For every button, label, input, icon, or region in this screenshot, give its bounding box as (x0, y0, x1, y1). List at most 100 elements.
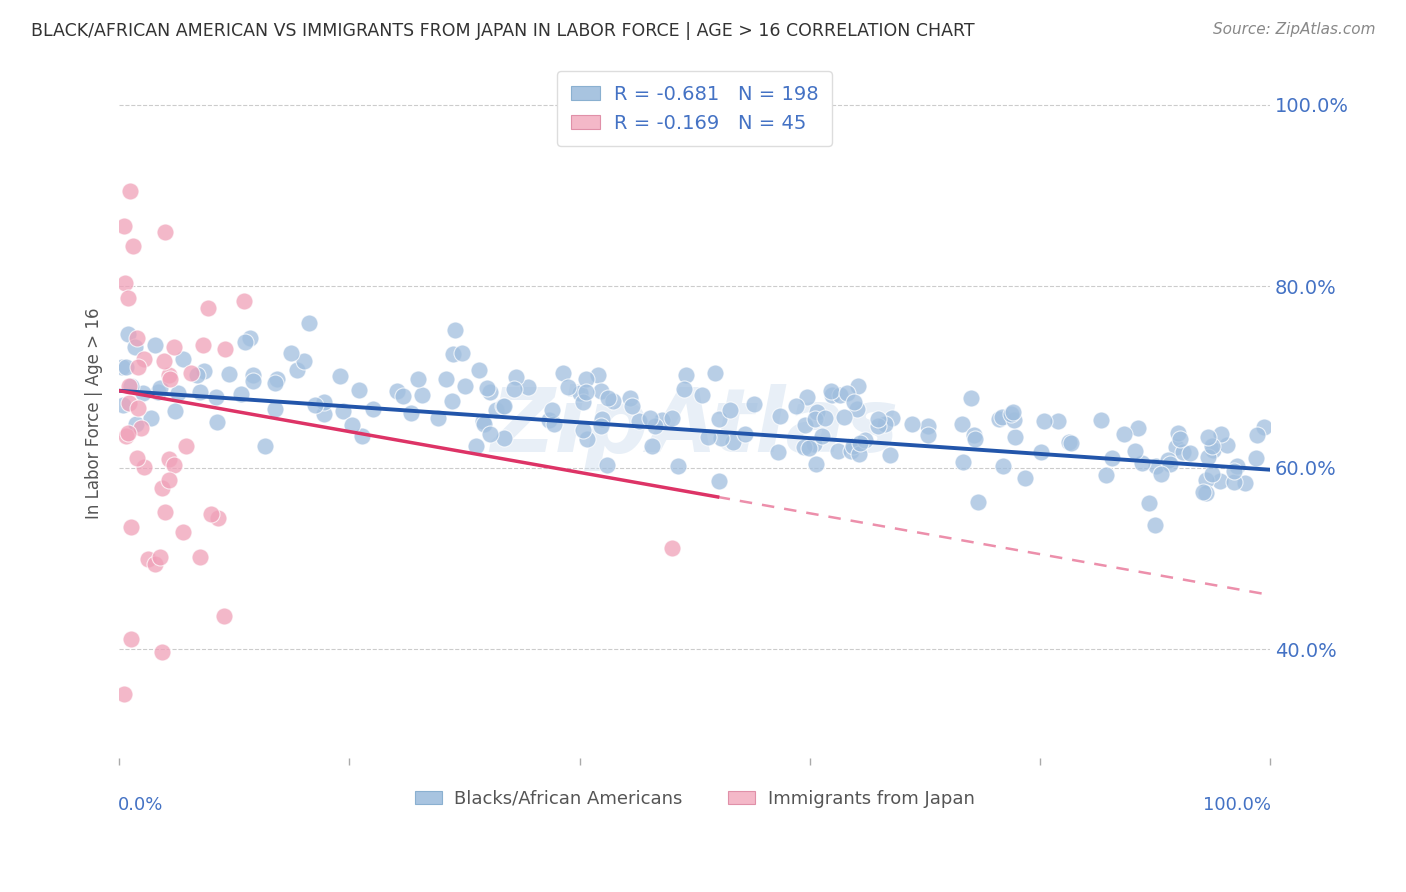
Point (848, 447, 870, 461)
Point (494, 432, 516, 446)
Point (115, 429, 138, 443)
Point (112, 398, 135, 412)
Point (959, 391, 981, 405)
Point (811, 429, 834, 443)
Point (229, 387, 252, 401)
Point (673, 382, 696, 396)
Point (1197, 430, 1219, 444)
Point (991, 409, 1014, 424)
Point (143, 558, 166, 572)
Text: 100.0%: 100.0% (1204, 797, 1271, 814)
Y-axis label: In Labor Force | Age > 16: In Labor Force | Age > 16 (86, 308, 103, 519)
Point (134, 352, 156, 367)
Point (193, 364, 215, 378)
Point (1114, 427, 1136, 442)
Point (543, 417, 565, 432)
Point (329, 368, 352, 383)
Point (650, 413, 672, 427)
Point (1202, 442, 1225, 457)
Point (844, 395, 866, 409)
Point (1159, 458, 1181, 472)
Point (188, 385, 211, 400)
Point (1144, 458, 1167, 473)
Point (188, 550, 211, 565)
Point (292, 353, 315, 368)
Point (253, 439, 276, 453)
Point (1180, 445, 1202, 459)
Point (505, 370, 527, 384)
Point (117, 425, 139, 440)
Point (121, 239, 143, 253)
Point (207, 511, 229, 525)
Point (118, 395, 141, 409)
Point (441, 394, 464, 409)
Point (297, 316, 319, 330)
Point (704, 366, 727, 380)
Point (492, 400, 515, 414)
Point (873, 417, 896, 432)
Point (1246, 427, 1268, 442)
Point (157, 368, 180, 382)
Point (159, 372, 181, 386)
Point (1047, 415, 1070, 429)
Point (1171, 445, 1194, 459)
Point (263, 401, 285, 416)
Point (1195, 473, 1218, 487)
Text: BLACK/AFRICAN AMERICAN VS IMMIGRANTS FROM JAPAN IN LABOR FORCE | AGE > 16 CORREL: BLACK/AFRICAN AMERICAN VS IMMIGRANTS FRO… (31, 22, 974, 40)
Point (1094, 467, 1116, 482)
Point (734, 427, 756, 442)
Point (1195, 486, 1218, 500)
Point (1004, 429, 1026, 443)
Point (591, 418, 613, 433)
Point (1123, 443, 1146, 458)
Point (141, 411, 163, 425)
Point (1101, 450, 1123, 465)
Point (707, 412, 730, 426)
Point (540, 402, 562, 417)
Point (153, 225, 176, 239)
Point (1130, 456, 1153, 470)
Point (132, 460, 155, 475)
Point (200, 507, 222, 521)
Point (1201, 439, 1223, 453)
Point (163, 458, 186, 472)
Point (205, 390, 228, 404)
Point (803, 437, 825, 451)
Point (280, 345, 302, 359)
Point (340, 418, 363, 433)
Point (666, 459, 689, 474)
Point (157, 473, 180, 487)
Point (467, 363, 489, 377)
Point (1216, 438, 1239, 452)
Point (242, 374, 264, 388)
Point (163, 340, 186, 354)
Point (1191, 485, 1213, 500)
Point (172, 524, 194, 539)
Point (453, 379, 475, 393)
Point (1233, 476, 1256, 491)
Point (214, 342, 236, 356)
Point (793, 417, 815, 432)
Point (212, 609, 235, 624)
Point (471, 414, 494, 428)
Point (575, 372, 598, 386)
Point (591, 411, 613, 425)
Point (117, 326, 139, 341)
Point (1143, 517, 1166, 532)
Point (814, 410, 837, 425)
Point (285, 363, 308, 377)
Point (806, 457, 828, 471)
Point (174, 439, 197, 453)
Point (917, 419, 939, 434)
Point (186, 368, 208, 382)
Point (1057, 434, 1080, 449)
Point (602, 393, 624, 408)
Point (1244, 451, 1267, 466)
Point (120, 379, 142, 393)
Point (112, 687, 135, 701)
Point (841, 443, 863, 458)
Point (153, 353, 176, 368)
Point (1014, 471, 1036, 485)
Point (769, 409, 792, 424)
Point (118, 379, 141, 393)
